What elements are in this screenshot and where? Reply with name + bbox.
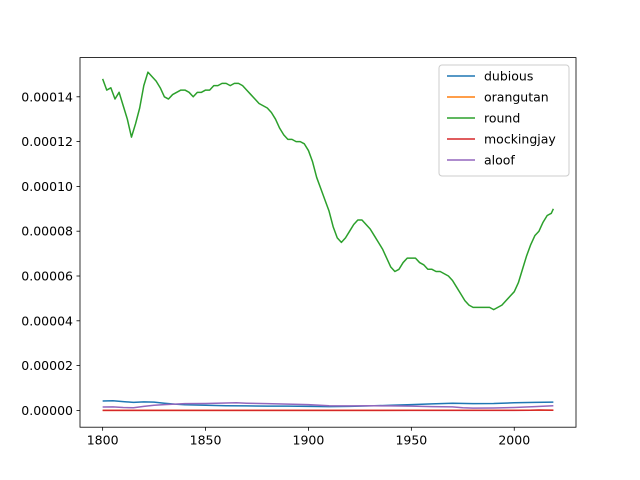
y-tick-label: 0.00002 xyxy=(21,358,73,373)
y-tick-label: 0.00004 xyxy=(21,313,73,328)
series-line-dubious xyxy=(102,400,554,408)
legend-box xyxy=(438,64,570,177)
x-tick-label: 2000 xyxy=(498,433,530,448)
y-tick-label: 0.00006 xyxy=(21,269,73,284)
y-tick-label: 0.00000 xyxy=(21,403,73,418)
x-tick-label: 1850 xyxy=(190,433,222,448)
legend-label: aloof xyxy=(484,153,515,168)
x-tick-label: 1900 xyxy=(293,433,325,448)
y-tick-label: 0.00008 xyxy=(21,224,73,239)
x-tick-label: 1950 xyxy=(395,433,427,448)
legend-label: orangutan xyxy=(484,90,549,105)
legend-item-round: round xyxy=(447,111,520,126)
y-tick-label: 0.00010 xyxy=(21,179,73,194)
legend-label: dubious xyxy=(484,69,533,84)
series-line-aloof xyxy=(102,402,554,409)
series-line-round xyxy=(101,71,555,311)
y-tick-label: 0.00012 xyxy=(21,134,73,149)
x-tick-label: 1800 xyxy=(87,433,119,448)
legend: dubious orangutan round mockingjay aloof xyxy=(438,64,570,177)
legend-label: round xyxy=(484,111,520,126)
legend-item-dubious: dubious xyxy=(447,69,533,84)
x-axis: 1800 1850 1900 1950 2000 xyxy=(87,427,530,448)
y-tick-label: 0.00014 xyxy=(21,89,73,104)
legend-item-aloof: aloof xyxy=(447,153,515,168)
legend-item-mockingjay: mockingjay xyxy=(447,132,556,147)
series-layer xyxy=(101,71,555,412)
axes-frame xyxy=(79,57,577,428)
y-axis: 0.00000 0.00002 0.00004 0.00006 0.00008 0.000… xyxy=(21,89,80,418)
legend-item-orangutan: orangutan xyxy=(447,90,549,105)
legend-label: mockingjay xyxy=(484,132,556,147)
